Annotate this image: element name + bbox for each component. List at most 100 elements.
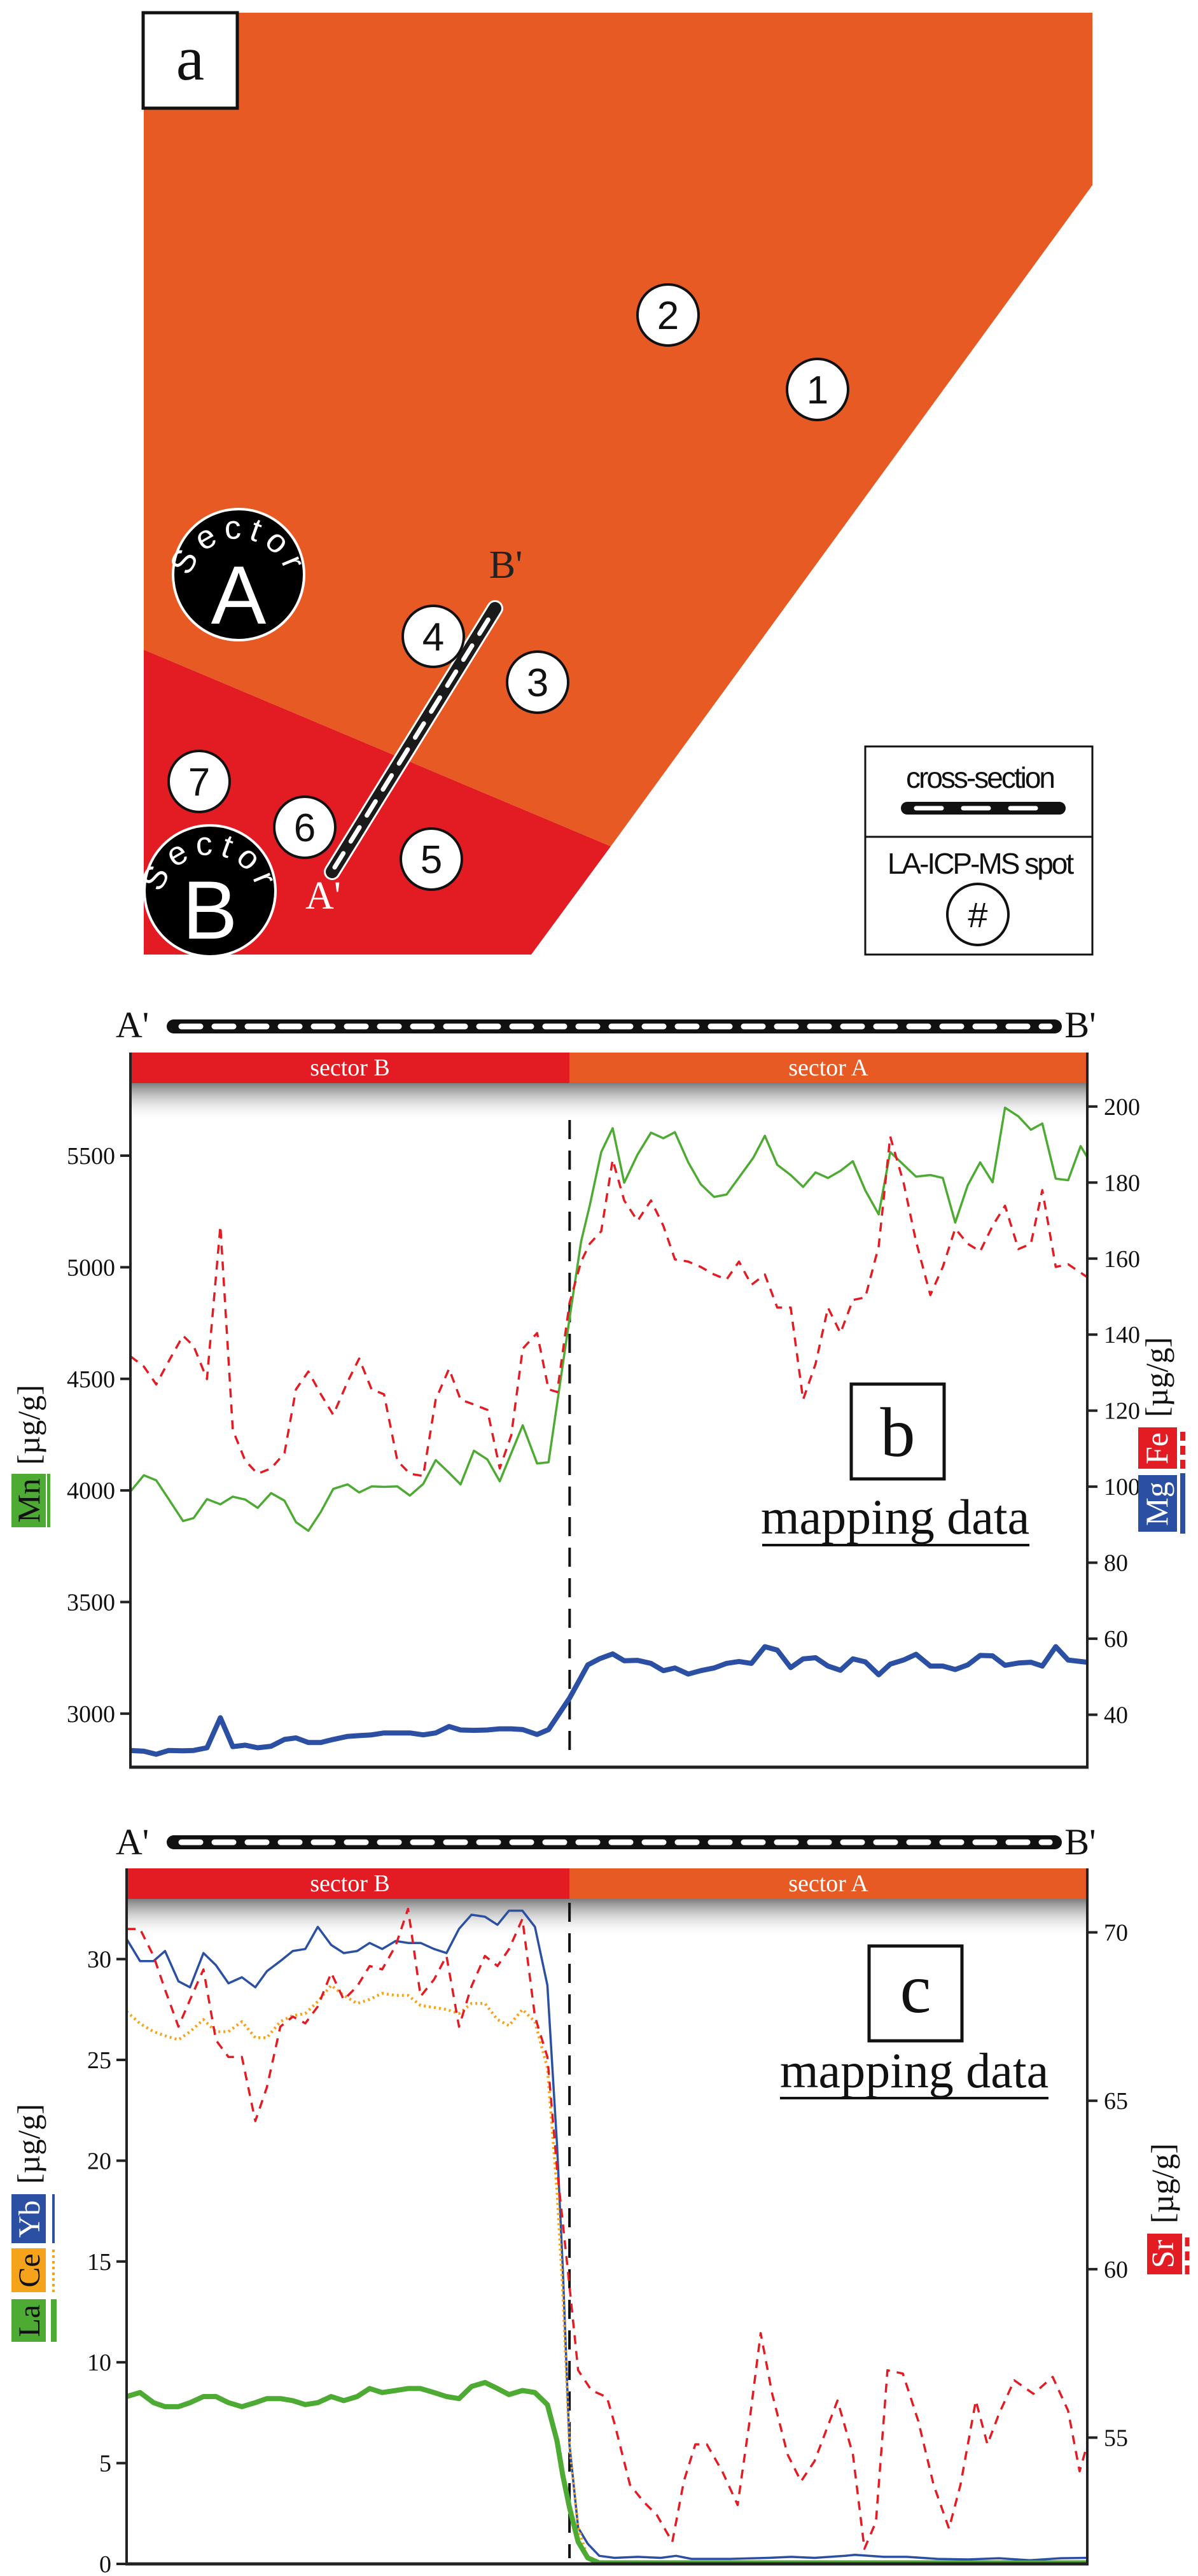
yb-line-key: [52, 2194, 55, 2243]
fe-label: Fe: [1139, 1432, 1174, 1464]
left-tick-label: 5500: [67, 1143, 115, 1170]
left-tick-label: 5000: [67, 1254, 115, 1281]
left-tick-label: 20: [87, 2148, 111, 2174]
series-line-ce: [125, 1984, 1087, 2564]
sr-label: Sr: [1145, 2239, 1180, 2268]
right-tick-label: 65: [1104, 2088, 1128, 2115]
la-icp-ms-spot-6: 6: [273, 795, 337, 859]
panel-c-profile-end: B': [1064, 1821, 1096, 1863]
la-icp-ms-spot-5: 5: [400, 827, 463, 891]
spot-number: 4: [422, 615, 444, 659]
left-tick-label: 5: [99, 2451, 111, 2477]
mn-line-key: [47, 1474, 50, 1527]
panel-b-sector-a-bar: [569, 1053, 1087, 1083]
panel-c-sector-b-bar: [127, 1868, 569, 1899]
left-tick-label: 3000: [67, 1701, 115, 1728]
series-line-sr: [127, 1907, 1089, 2550]
la-icp-ms-spot-3: 3: [506, 650, 569, 714]
sector-b-badge: Sector B: [134, 824, 280, 958]
right-tick-label: 180: [1104, 1170, 1140, 1196]
panel-c-right-axis-label: Sr [µg/g]: [1145, 2143, 1190, 2274]
la-icp-ms-spot-2: 2: [636, 283, 700, 347]
spot-number: 5: [421, 838, 442, 882]
left-tick-label: 30: [87, 1947, 111, 1973]
left-tick-label: 4000: [67, 1478, 115, 1504]
map-legend: cross-section LA-ICP-MS spot #: [864, 745, 1094, 956]
spot-circle: [636, 283, 700, 347]
panel-c-sector-b-label: sector B: [310, 1870, 390, 1897]
cross-section-line: [324, 600, 503, 880]
spot-circle: [273, 795, 337, 859]
spot-group: 1 2 3 4 5 6 7: [167, 283, 849, 891]
right-tick-label: 60: [1104, 2257, 1128, 2283]
legend-spot-symbol: [946, 883, 1010, 946]
panel-c-label-box: [867, 1944, 964, 2043]
spot-circle: [401, 605, 465, 668]
panel-c-chart: A' B' sector B sector A 0 5 10 15 20 25 30 55 60…: [11, 1821, 1190, 2576]
left-tick-label: 25: [87, 2047, 111, 2074]
sector-a-region: [144, 13, 1092, 846]
panel-b-right-unit: [µg/g]: [1139, 1337, 1174, 1417]
panel-b-sector-b-label: sector B: [310, 1054, 390, 1081]
spot-circle: [167, 750, 231, 813]
spot-circle: [506, 650, 569, 714]
panel-b-sector-b-bar: [130, 1053, 569, 1083]
left-tick-label: 15: [87, 2249, 111, 2276]
legend-spot-hash: #: [968, 895, 987, 935]
right-tick-label: 55: [1104, 2425, 1128, 2452]
series-line-yb: [125, 1909, 1088, 2562]
panel-b-label: b: [881, 1394, 916, 1471]
left-tick-label: 0: [99, 2551, 111, 2576]
la-line-key: [51, 2299, 57, 2342]
panel-b-left-axis-label: Mn [µg/g]: [11, 1385, 50, 1527]
panel-c-shading: [127, 1899, 1087, 1938]
la-icp-ms-spot-4: 4: [401, 605, 465, 668]
right-tick-label: 100: [1104, 1474, 1140, 1501]
mg-line-key: [1180, 1473, 1185, 1534]
yb-label: Yb: [13, 2201, 46, 2238]
legend-cross-section-label: cross-section: [906, 761, 1054, 794]
panel-a-label: a: [176, 23, 204, 94]
right-tick-label: 120: [1104, 1398, 1140, 1425]
spot-circle: [786, 358, 849, 421]
panel-a-label-box: [141, 11, 239, 110]
panel-b-sector-a-label: sector A: [788, 1054, 868, 1081]
la-icp-ms-spot-1: 1: [786, 358, 849, 421]
profile-end-label: B': [489, 543, 523, 587]
left-tick-label: 4500: [67, 1366, 115, 1393]
series-line-mg: [130, 1644, 1088, 1757]
spot-number: 3: [527, 661, 548, 705]
sector-a-letter: A: [211, 549, 267, 641]
panel-c-left-unit: [µg/g]: [11, 2104, 46, 2184]
panel-b-left-unit: [µg/g]: [11, 1385, 46, 1465]
panel-b-profile-end: B': [1064, 1004, 1096, 1046]
ce-label: Ce: [13, 2253, 46, 2287]
spot-number: 6: [294, 806, 316, 850]
panel-b-label-box: [849, 1382, 946, 1481]
right-tick-label: 40: [1104, 1702, 1128, 1729]
right-tick-label: 80: [1104, 1550, 1128, 1577]
right-tick-label: 140: [1104, 1322, 1140, 1348]
right-tick-label: 200: [1104, 1094, 1140, 1121]
mn-label: Mn: [11, 1478, 46, 1522]
la-icp-ms-spot-7: 7: [167, 750, 231, 813]
panel-b-right-axis-label: Mg Fe [µg/g]: [1138, 1337, 1185, 1534]
panel-c-sector-a-label: sector A: [788, 1870, 868, 1897]
panel-b-chart: A' B' sector B sector A 3000 3500 4000 4500…: [11, 1004, 1185, 1769]
spot-number: 1: [807, 368, 828, 412]
panel-b-caption: mapping data: [761, 1489, 1029, 1544]
sector-b-letter: B: [183, 864, 238, 956]
right-tick-label: 160: [1104, 1246, 1140, 1273]
profile-start-label: A': [305, 874, 341, 918]
panel-b-profile-start: A': [116, 1004, 149, 1046]
panel-c-caption: mapping data: [780, 2043, 1048, 2098]
left-tick-label: 10: [87, 2349, 111, 2376]
spot-circle: [400, 827, 463, 891]
mg-label: Mg: [1139, 1481, 1174, 1525]
right-tick-label: 60: [1104, 1626, 1128, 1653]
panel-c-right-unit: [µg/g]: [1145, 2143, 1180, 2223]
la-label: La: [13, 2305, 46, 2337]
panel-c-left-axis-label: La Ce Yb [µg/g]: [11, 2104, 57, 2342]
